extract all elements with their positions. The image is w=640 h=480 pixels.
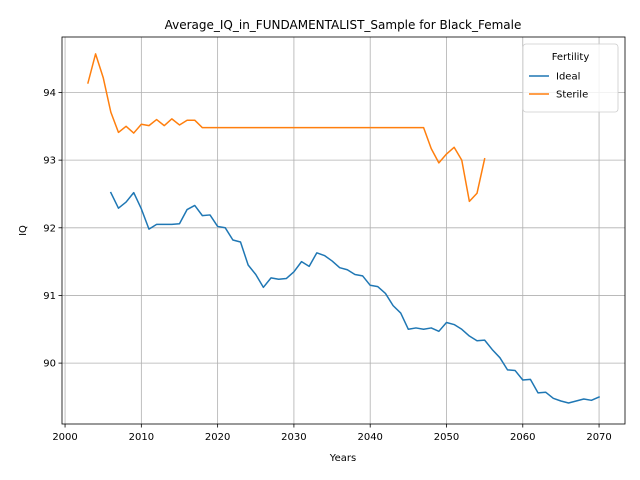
axis-ticks: 2000 2010 2020 2030 2040 2050 2060 2070 90 91 92 93…: [43, 88, 612, 443]
y-tick-label: 92: [43, 223, 56, 234]
plot-frame: [61, 36, 626, 425]
legend-box: [522, 43, 619, 113]
x-tick-label: 2060: [510, 432, 535, 443]
x-tick-label: 2010: [129, 432, 154, 443]
x-tick-label: 2000: [52, 432, 77, 443]
y-tick-label: 94: [43, 88, 56, 99]
legend-label-ideal: Ideal: [556, 72, 580, 83]
x-axis-label: Years: [329, 453, 356, 464]
legend: Fertility Ideal Sterile: [522, 43, 619, 113]
x-tick-label: 2020: [205, 432, 230, 443]
legend-title: Fertility: [552, 52, 590, 63]
x-tick-label: 2030: [281, 432, 306, 443]
chart-title: Average_IQ_in_FUNDAMENTALIST_Sample for …: [165, 18, 522, 32]
y-tick-label: 90: [43, 359, 56, 370]
x-tick-label: 2040: [357, 432, 382, 443]
y-axis-label: IQ: [18, 225, 29, 236]
legend-label-sterile: Sterile: [556, 90, 588, 101]
y-tick-label: 91: [43, 291, 56, 302]
x-tick-label: 2050: [434, 432, 459, 443]
series-line-sterile: [87, 53, 486, 203]
x-tick-label: 2070: [586, 432, 611, 443]
series-line-ideal: [109, 191, 601, 404]
y-tick-label: 93: [43, 156, 56, 167]
legend-entries: Ideal Sterile: [529, 72, 588, 101]
series-lines: [87, 53, 601, 404]
